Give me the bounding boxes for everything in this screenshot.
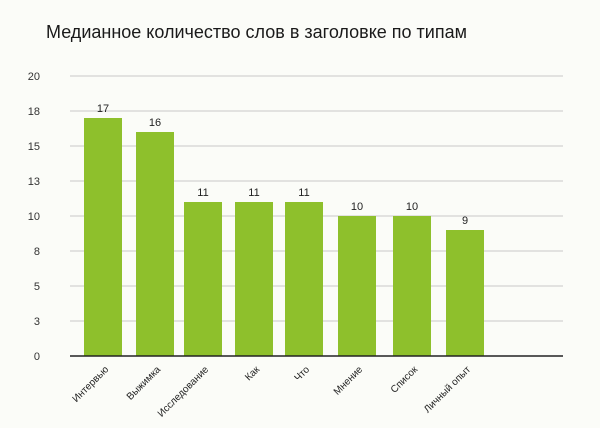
category-label: Исследование: [156, 364, 212, 420]
category-label: Как: [243, 364, 262, 383]
data-label: 17: [97, 103, 109, 115]
category-label: Интервью: [71, 364, 112, 405]
y-tick-label: 3: [34, 316, 40, 328]
data-label: 11: [298, 187, 309, 199]
data-label: 10: [406, 201, 418, 213]
bar: [446, 230, 484, 356]
category-label: Личный опыт: [422, 364, 473, 415]
y-tick-label: 18: [28, 106, 40, 118]
data-label: 10: [351, 201, 363, 213]
y-tick-label: 8: [34, 246, 40, 258]
category-label: Что: [293, 364, 313, 384]
y-axis-ticks: 0 3 5 8 10 13 15 18 20: [28, 71, 40, 363]
bar: [393, 216, 431, 356]
data-label: 11: [248, 187, 259, 199]
category-label: Выжимка: [125, 364, 164, 403]
category-label: Мнение: [332, 364, 366, 398]
y-tick-label: 15: [28, 141, 40, 153]
data-label: 9: [462, 215, 468, 227]
category-label: Список: [389, 364, 421, 396]
y-tick-label: 5: [34, 281, 40, 293]
chart-title: Медианное количество слов в заголовке по…: [46, 22, 467, 42]
bar: [84, 118, 122, 356]
bar: [235, 202, 273, 356]
y-tick-label: 0: [34, 351, 40, 363]
bar: [136, 132, 174, 356]
bar: [285, 202, 323, 356]
bar: [184, 202, 222, 356]
y-tick-label: 10: [28, 211, 40, 223]
bar: [338, 216, 376, 356]
data-labels: 17 16 11 11 11 10 10 9: [97, 103, 468, 227]
y-tick-label: 13: [28, 176, 40, 188]
data-label: 16: [149, 117, 161, 129]
data-label: 11: [197, 187, 208, 199]
y-tick-label: 20: [28, 71, 40, 83]
bars: [84, 118, 484, 356]
